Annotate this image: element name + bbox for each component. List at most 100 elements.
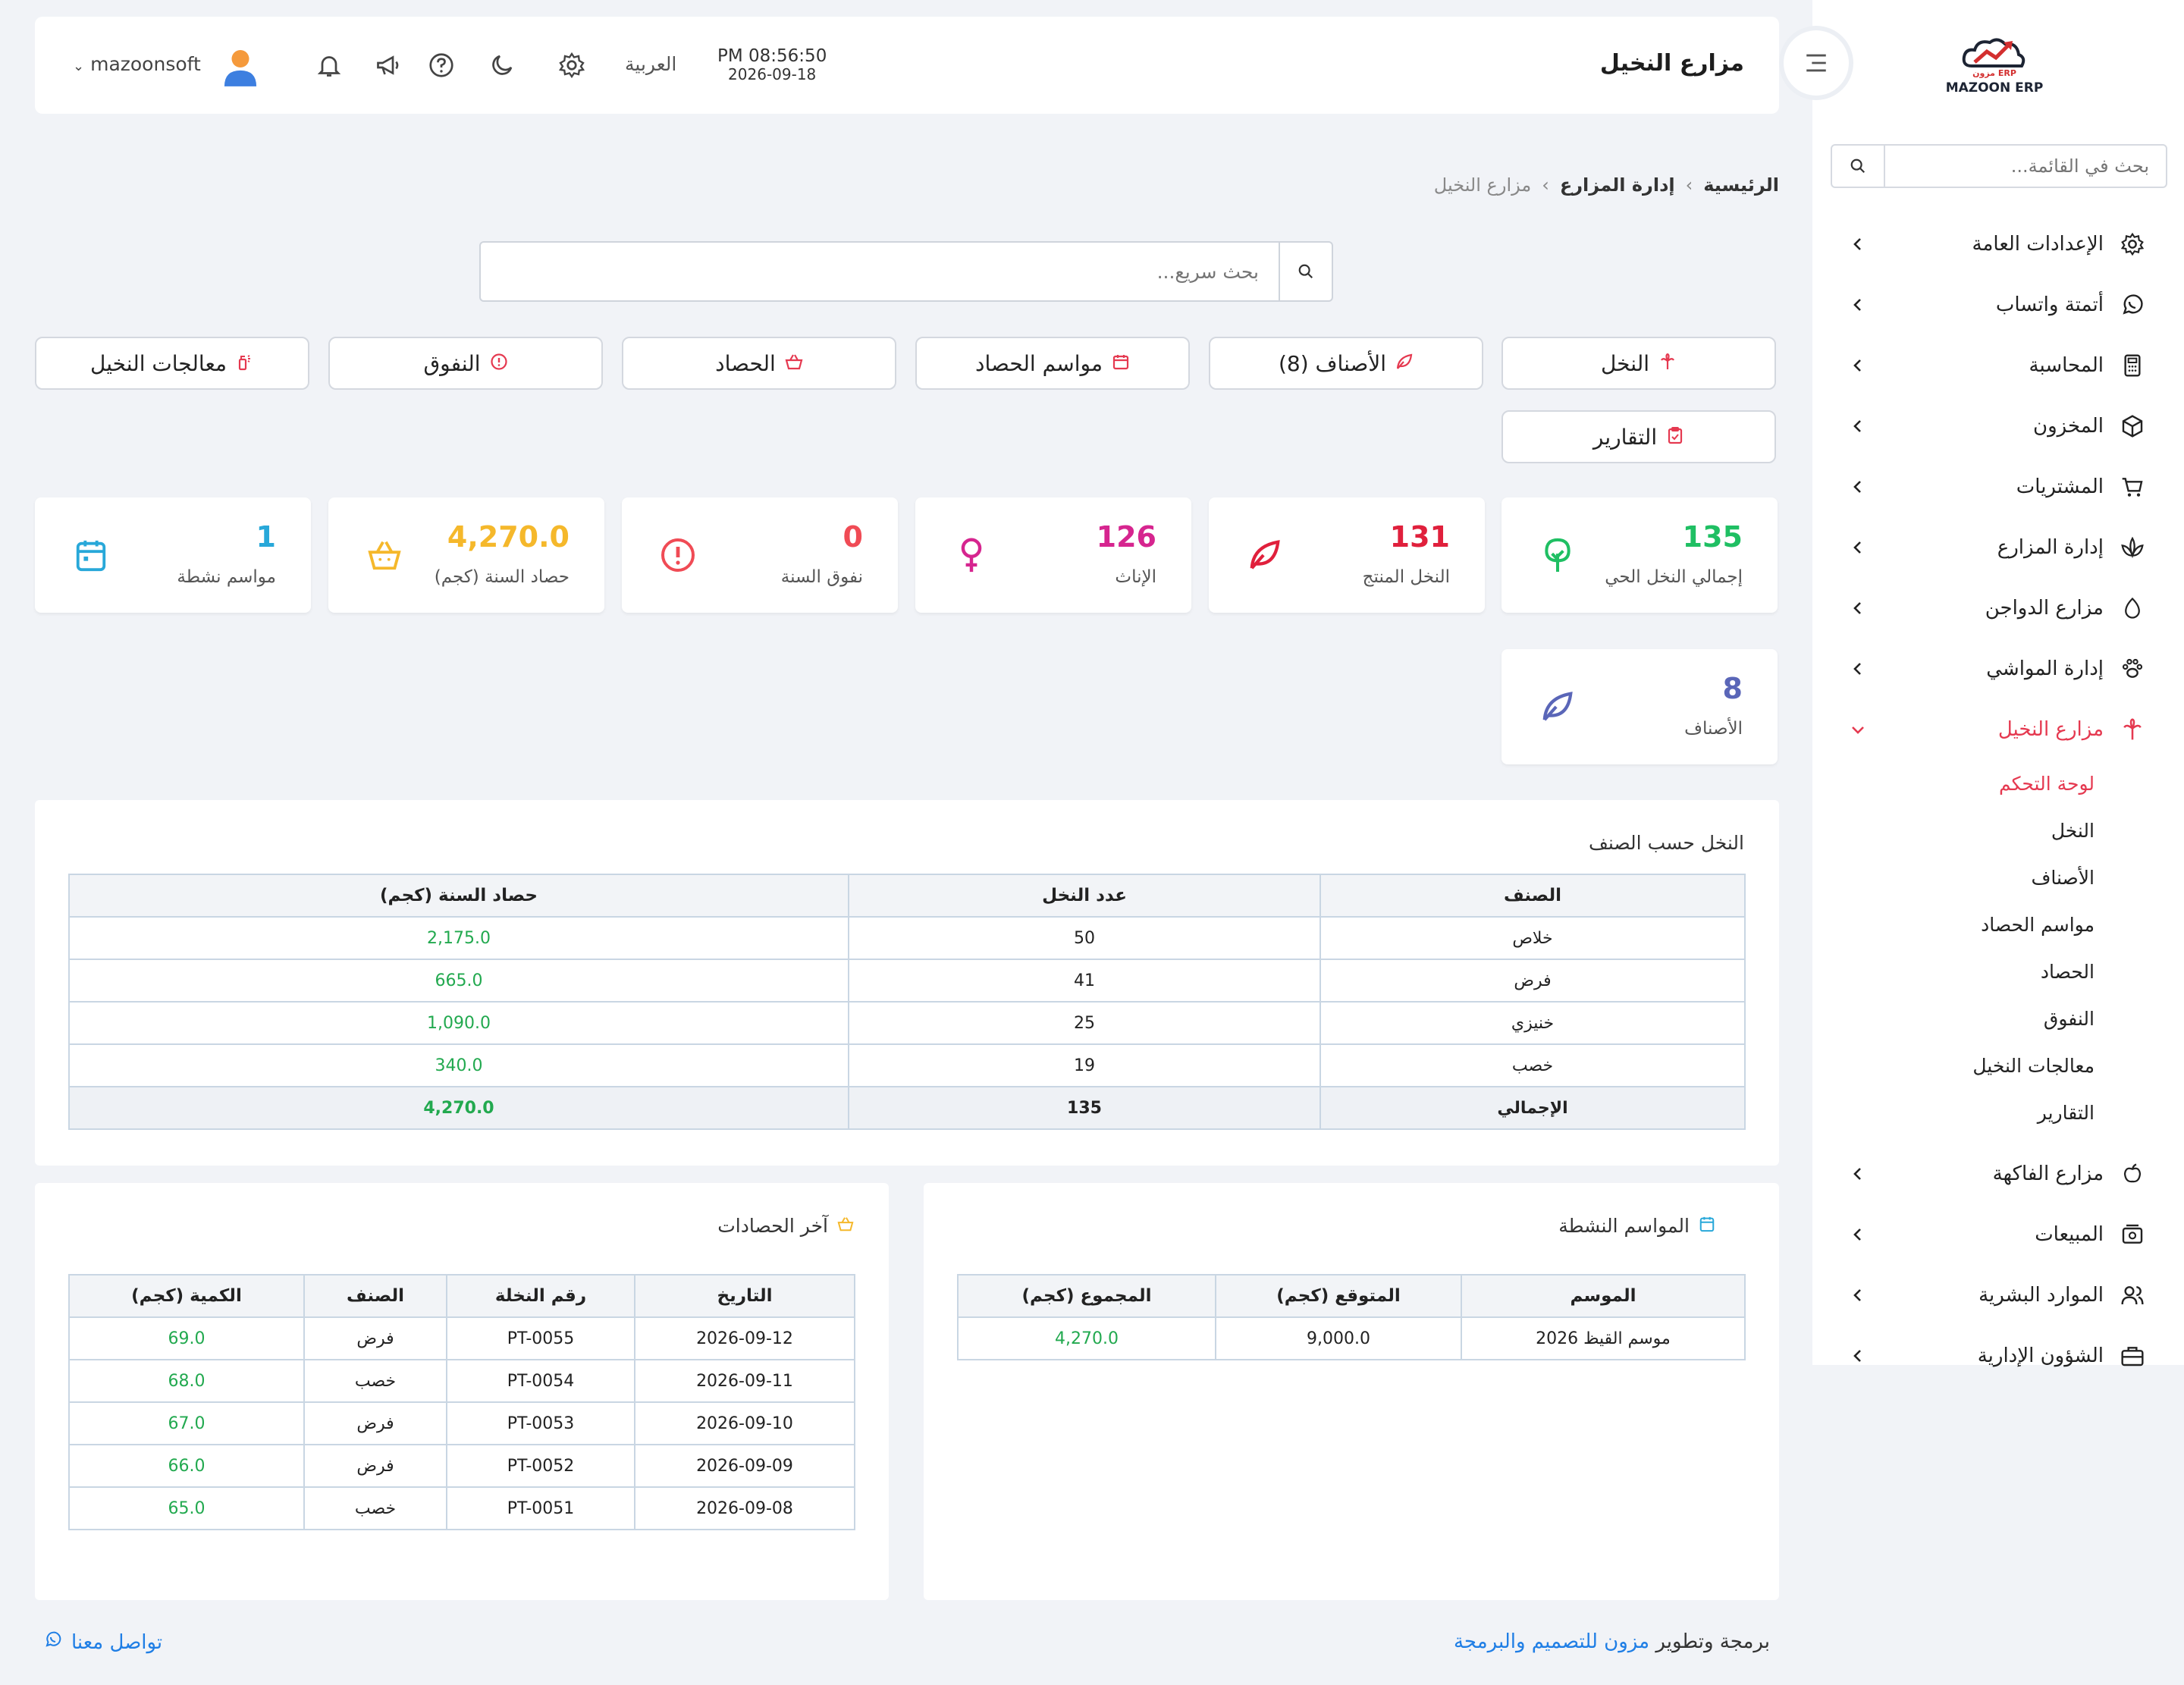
breadcrumb-home[interactable]: الرئيسية	[1703, 174, 1779, 196]
footer-company-link[interactable]: مزون للتصميم والبرمجة	[1453, 1630, 1650, 1653]
harvest-button[interactable]: الحصاد	[622, 337, 896, 390]
sidebar-subitem-reports[interactable]: التقارير	[2037, 1101, 2095, 1124]
moon-icon[interactable]	[487, 50, 517, 80]
reports-button[interactable]: التقارير	[1502, 410, 1776, 463]
contact-label: تواصل معنا	[71, 1630, 163, 1654]
stat-label: الإناث	[1115, 567, 1156, 587]
mortality-button[interactable]: النفوق	[328, 337, 603, 390]
stat-value: 0	[843, 520, 863, 554]
variety-cell: فرض	[303, 1316, 447, 1360]
sidebar-subitem-seasons[interactable]: مواسم الحصاد	[1981, 913, 2095, 936]
table-row: 2026-09-11 PT-0054 خصب 68.0	[68, 1359, 855, 1403]
sidebar-item-accounting[interactable]: المحاسبة	[1812, 335, 2184, 396]
egg-icon	[2119, 595, 2146, 622]
bell-icon[interactable]	[314, 50, 344, 80]
breadcrumb-farms[interactable]: إدارة المزارع	[1559, 174, 1675, 196]
table-header-row: الصنف عدد النخل حصاد السنة (كجم)	[68, 874, 1746, 918]
sidebar-item-whatsapp[interactable]: أتمتة واتساب	[1812, 275, 2184, 335]
settings-gear-icon[interactable]	[557, 50, 587, 80]
contact-link[interactable]: تواصل معنا	[44, 1630, 162, 1654]
company-logo[interactable]: مزون ERP MAZOON ERP	[1941, 32, 2048, 108]
sidebar-item-settings[interactable]: الإعدادات العامة	[1812, 214, 2184, 275]
harvest-cell: 665.0	[68, 959, 849, 1003]
sidebar-item-label: الموارد البشرية	[1978, 1284, 2104, 1307]
sidebar-item-livestock[interactable]: إدارة المواشي	[1812, 639, 2184, 699]
stat-card-varieties: 8 الأصناف	[1502, 649, 1778, 764]
language-switch[interactable]: العربية	[625, 53, 677, 75]
variety-cell: خصب	[303, 1486, 447, 1530]
seasons-button-label: مواسم الحصاد	[975, 350, 1103, 376]
sidebar-item-farms[interactable]: إدارة المزارع	[1812, 517, 2184, 578]
page-title: مزارع النخيل	[1599, 50, 1744, 77]
table-header-row: التاريخ رقم النخلة الصنف الكمية (كجم)	[68, 1274, 855, 1318]
sidebar-subitem-harvest[interactable]: الحصاد	[2040, 960, 2095, 983]
harvest-button-label: الحصاد	[715, 350, 776, 376]
sidebar-subitem-dashboard[interactable]: لوحة التحكم	[1998, 772, 2095, 795]
palms-button[interactable]: النخل	[1502, 337, 1776, 390]
calendar-icon	[1112, 351, 1130, 376]
sidebar-subitem-mortality[interactable]: النفوق	[2043, 1007, 2095, 1030]
whatsapp-icon	[2119, 291, 2146, 318]
sidebar-subitem-treatments[interactable]: معالجات النخيل	[1972, 1054, 2095, 1077]
sidebar-search	[1831, 144, 2167, 188]
help-icon[interactable]	[426, 50, 457, 80]
panel-title-text: آخر الحصادات	[717, 1215, 828, 1237]
tree-icon	[1535, 532, 1580, 578]
stat-card-productive-palms: 131 النخل المنتج	[1209, 497, 1485, 613]
quick-search-input[interactable]	[481, 243, 1279, 300]
sidebar-search-input[interactable]	[1885, 146, 2166, 187]
seasons-button[interactable]: مواسم الحصاد	[915, 337, 1190, 390]
panel-title: المواسم النشطة	[1558, 1215, 1715, 1237]
sidebar-item-purchases[interactable]: المشتريات	[1812, 457, 2184, 517]
stat-card-year-harvest: 4,270.0 حصاد السنة (كجم)	[328, 497, 604, 613]
treatments-button[interactable]: معالجات النخيل	[35, 337, 309, 390]
column-header: المجموع (كجم)	[957, 1274, 1216, 1318]
palm-id-cell: PT-0055	[446, 1316, 635, 1360]
sidebar-item-inventory[interactable]: المخزون	[1812, 396, 2184, 457]
variety-cell: خصب	[1320, 1043, 1746, 1087]
search-icon[interactable]	[1832, 146, 1885, 187]
table-header-row: الموسم المتوقع (كجم) المجموع (كجم)	[957, 1274, 1746, 1318]
total-harvest-cell: 4,270.0	[68, 1086, 849, 1130]
sidebar-item-poultry[interactable]: مزارع الدواجن	[1812, 578, 2184, 639]
stat-value: 4,270.0	[447, 520, 570, 554]
sidebar-item-label: المبيعات	[2035, 1223, 2104, 1246]
sidebar-toggle-button[interactable]	[1784, 30, 1849, 96]
total-count-cell: 135	[848, 1086, 1321, 1130]
sidebar-subitem-varieties[interactable]: الأصناف	[2031, 866, 2095, 889]
date-cell: 2026-09-10	[634, 1401, 855, 1445]
stat-label: نفوق السنة	[780, 567, 863, 587]
sidebar-subitem-palms[interactable]: النخل	[2051, 819, 2095, 842]
avatar[interactable]	[223, 49, 258, 86]
user-menu[interactable]: ⌄ mazoonsoft	[73, 53, 201, 75]
calculator-icon	[2119, 352, 2146, 379]
season-cell: موسم القيظ 2026	[1461, 1316, 1746, 1360]
sidebar-item-palm-farms[interactable]: مزارع النخيل	[1812, 699, 2184, 760]
sidebar-item-sales[interactable]: المبيعات	[1812, 1204, 2184, 1265]
column-header: المتوقع (كجم)	[1215, 1274, 1462, 1318]
sidebar-item-hr[interactable]: الموارد البشرية	[1812, 1265, 2184, 1326]
harvest-cell: 2,175.0	[68, 916, 849, 960]
sidebar-item-label: الإعدادات العامة	[1972, 233, 2104, 256]
megaphone-icon[interactable]	[373, 50, 403, 80]
varieties-button[interactable]: الأصناف (8)	[1209, 337, 1483, 390]
panel-title-text: المواسم النشطة	[1558, 1215, 1690, 1237]
stat-label: مواسم نشطة	[177, 567, 276, 587]
palm-id-cell: PT-0053	[446, 1401, 635, 1445]
alert-circle-icon	[490, 351, 508, 376]
sidebar-menu: الإعدادات العامة أتمتة واتساب المحاسبة ا…	[1812, 214, 2184, 1386]
chevron-left-icon	[1853, 299, 1861, 311]
logo-text: MAZOON ERP	[1945, 80, 2044, 96]
search-icon[interactable]	[1279, 243, 1332, 300]
sidebar-item-label: أتمتة واتساب	[1995, 293, 2104, 316]
variety-cell: فرض	[303, 1401, 447, 1445]
footer: برمجة وتطوير مزون للتصميم والبرمجة تواصل…	[0, 1600, 1812, 1685]
palms-by-variety-panel: النخل حسب الصنف الصنف عدد النخل حصاد الس…	[35, 800, 1779, 1166]
count-cell: 25	[848, 1001, 1321, 1045]
quantity-cell: 65.0	[68, 1486, 305, 1530]
total-label-cell: الإجمالي	[1320, 1086, 1746, 1130]
sidebar-item-admin[interactable]: الشؤون الإدارية	[1812, 1326, 2184, 1386]
briefcase-icon	[2119, 1342, 2146, 1370]
stat-card-mortality: 0 نفوق السنة	[622, 497, 898, 613]
sidebar-item-fruit-farms[interactable]: مزارع الفاكهة	[1812, 1144, 2184, 1204]
